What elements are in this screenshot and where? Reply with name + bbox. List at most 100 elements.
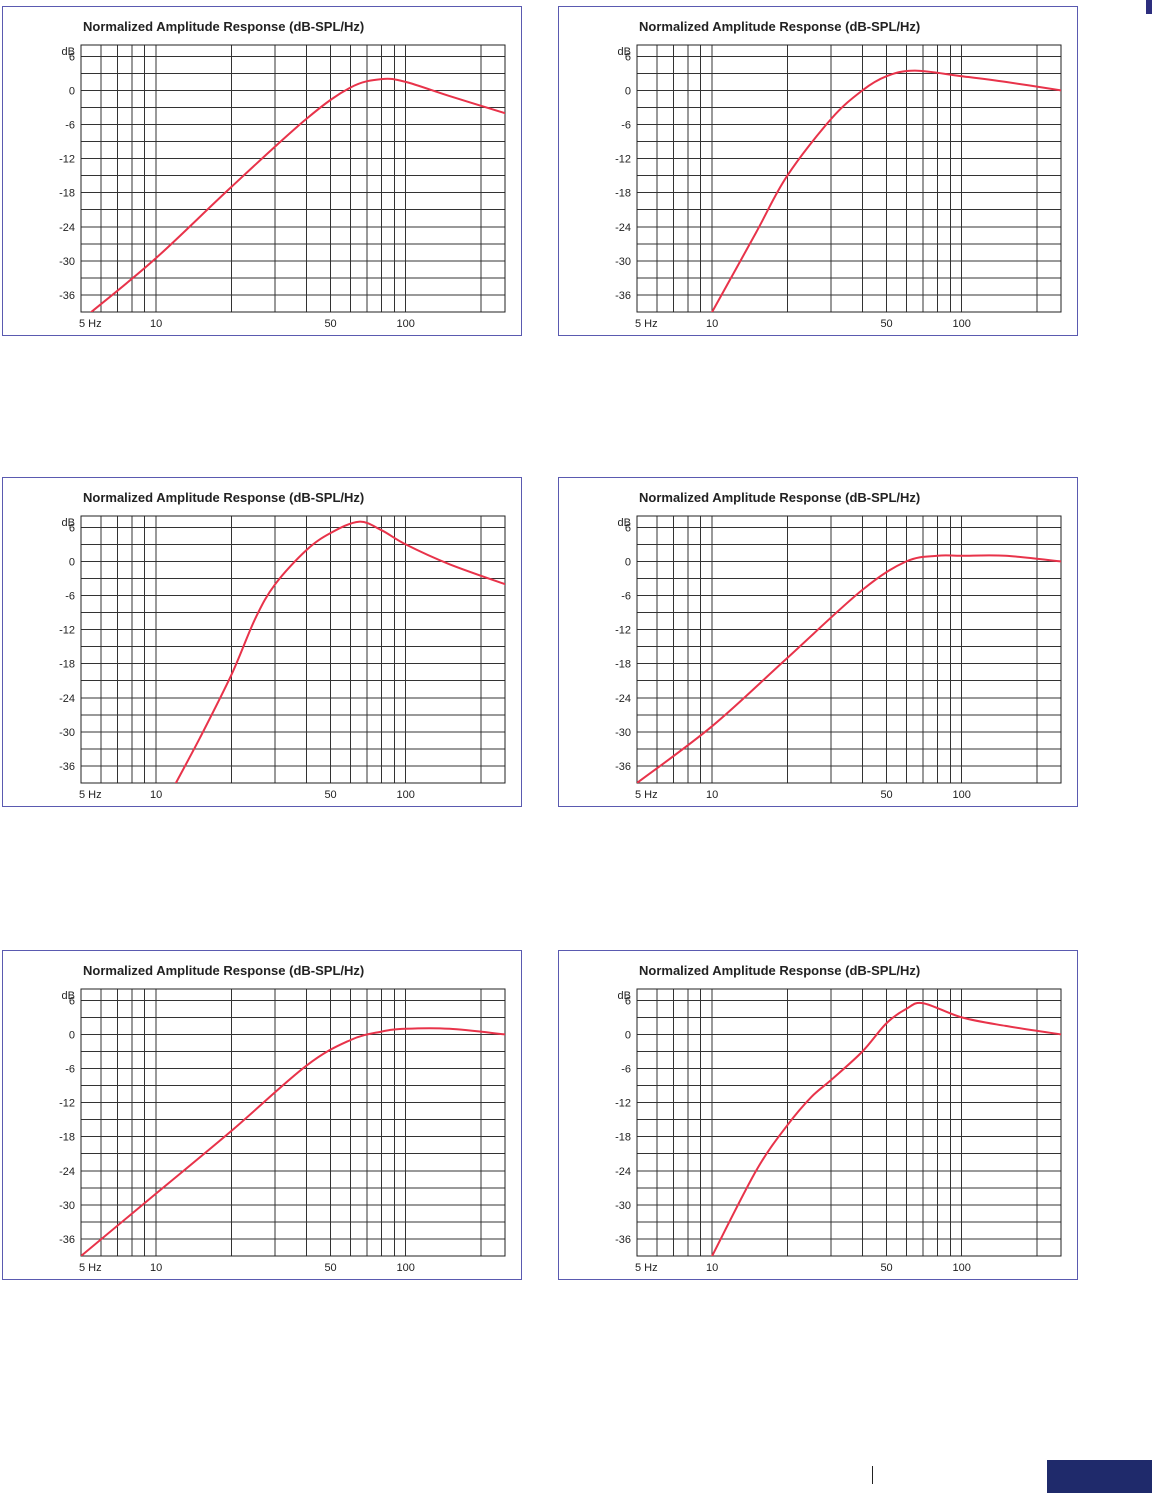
x-tick-label: 50 [880, 789, 892, 801]
x-tick-label: 100 [953, 318, 971, 330]
chart-title: Normalized Amplitude Response (dB-SPL/Hz… [83, 19, 364, 34]
y-tick-label: 6 [625, 995, 631, 1007]
y-tick-label: 0 [625, 556, 631, 568]
chart-title: Normalized Amplitude Response (dB-SPL/Hz… [639, 963, 920, 978]
chart-title: Normalized Amplitude Response (dB-SPL/Hz… [639, 19, 920, 34]
y-tick-label: -36 [59, 761, 75, 773]
chart-svg: Normalized Amplitude Response (dB-SPL/Hz… [59, 963, 506, 1274]
x-tick-label: 50 [324, 789, 336, 801]
y-tick-label: -12 [615, 625, 631, 637]
y-tick-label: -24 [615, 693, 631, 705]
x-tick-label: 10 [150, 318, 162, 330]
chart-panel-4: Normalized Amplitude Response (dB-SPL/Hz… [558, 477, 1078, 807]
x-tick-label: 100 [953, 1262, 971, 1274]
plot-frame [636, 515, 1062, 784]
y-tick-label: 6 [625, 51, 631, 63]
y-tick-label: 0 [69, 556, 75, 568]
y-tick-label: 6 [625, 522, 631, 534]
footer-divider [872, 1466, 873, 1484]
y-axis-label: dB [618, 46, 631, 58]
x-tick-label: 5 Hz [635, 789, 658, 801]
y-tick-label: -12 [59, 1098, 75, 1110]
plot-frame [80, 515, 506, 784]
y-tick-label: -6 [65, 1064, 75, 1076]
chart-title: Normalized Amplitude Response (dB-SPL/Hz… [639, 490, 920, 505]
y-axis-label: dB [618, 990, 631, 1002]
response-curve [711, 69, 1061, 312]
y-tick-label: -18 [615, 659, 631, 671]
y-tick-label: -12 [59, 625, 75, 637]
y-tick-label: -30 [615, 256, 631, 268]
y-tick-label: -24 [615, 222, 631, 234]
top-accent-bar [1146, 0, 1152, 14]
y-axis-label: dB [62, 990, 75, 1002]
chart-title: Normalized Amplitude Response (dB-SPL/Hz… [83, 963, 364, 978]
chart-panel-3: Normalized Amplitude Response (dB-SPL/Hz… [2, 477, 522, 807]
y-tick-label: -36 [615, 761, 631, 773]
x-tick-label: 10 [150, 1262, 162, 1274]
x-tick-label: 100 [953, 789, 971, 801]
y-tick-label: -18 [59, 188, 75, 200]
x-tick-label: 5 Hz [79, 318, 102, 330]
x-tick-label: 50 [324, 1262, 336, 1274]
x-tick-label: 100 [397, 318, 415, 330]
y-tick-label: -18 [615, 188, 631, 200]
x-tick-label: 5 Hz [635, 318, 658, 330]
y-tick-label: 0 [625, 1029, 631, 1041]
x-tick-label: 5 Hz [79, 1262, 102, 1274]
y-tick-label: -36 [615, 1234, 631, 1246]
x-tick-label: 100 [397, 789, 415, 801]
y-tick-label: -30 [59, 1200, 75, 1212]
y-tick-label: 6 [69, 995, 75, 1007]
y-tick-label: -6 [621, 591, 631, 603]
chart-panel-1: Normalized Amplitude Response (dB-SPL/Hz… [2, 6, 522, 336]
y-tick-label: -18 [59, 659, 75, 671]
y-tick-label: -6 [65, 591, 75, 603]
response-curve [637, 554, 1061, 783]
chart-panel-6: Normalized Amplitude Response (dB-SPL/Hz… [558, 950, 1078, 1280]
y-tick-label: -36 [615, 290, 631, 302]
plot-frame [80, 44, 506, 313]
y-tick-label: -24 [59, 693, 75, 705]
chart-title: Normalized Amplitude Response (dB-SPL/Hz… [83, 490, 364, 505]
y-tick-label: -12 [615, 1098, 631, 1110]
y-tick-label: -6 [65, 120, 75, 132]
x-tick-label: 10 [706, 318, 718, 330]
x-tick-label: 10 [706, 1262, 718, 1274]
x-tick-label: 5 Hz [635, 1262, 658, 1274]
chart-svg: Normalized Amplitude Response (dB-SPL/Hz… [615, 490, 1062, 801]
y-tick-label: -24 [59, 1166, 75, 1178]
chart-svg: Normalized Amplitude Response (dB-SPL/Hz… [615, 963, 1062, 1274]
plot-frame [636, 44, 1062, 313]
chart-svg: Normalized Amplitude Response (dB-SPL/Hz… [59, 490, 506, 801]
y-tick-label: -6 [621, 1064, 631, 1076]
y-tick-label: -36 [59, 290, 75, 302]
response-curve [711, 1001, 1061, 1256]
chart-svg: Normalized Amplitude Response (dB-SPL/Hz… [59, 19, 506, 330]
y-axis-label: dB [618, 517, 631, 529]
y-axis-label: dB [62, 46, 75, 58]
plot-frame [80, 988, 506, 1257]
chart-panel-2: Normalized Amplitude Response (dB-SPL/Hz… [558, 6, 1078, 336]
y-tick-label: -36 [59, 1234, 75, 1246]
y-tick-label: 6 [69, 522, 75, 534]
x-tick-label: 10 [150, 789, 162, 801]
x-tick-label: 100 [397, 1262, 415, 1274]
x-tick-label: 10 [706, 789, 718, 801]
y-tick-label: -12 [59, 154, 75, 166]
y-tick-label: 0 [625, 85, 631, 97]
x-tick-label: 50 [880, 1262, 892, 1274]
y-axis-label: dB [62, 517, 75, 529]
chart-svg: Normalized Amplitude Response (dB-SPL/Hz… [615, 19, 1062, 330]
y-tick-label: -30 [59, 727, 75, 739]
y-tick-label: 6 [69, 51, 75, 63]
y-tick-label: -30 [615, 1200, 631, 1212]
response-curve [90, 77, 505, 312]
y-tick-label: 0 [69, 85, 75, 97]
y-tick-label: -18 [615, 1132, 631, 1144]
y-tick-label: -30 [59, 256, 75, 268]
plot-frame [636, 988, 1062, 1257]
y-tick-label: -12 [615, 154, 631, 166]
y-tick-label: -24 [615, 1166, 631, 1178]
y-tick-label: -24 [59, 222, 75, 234]
